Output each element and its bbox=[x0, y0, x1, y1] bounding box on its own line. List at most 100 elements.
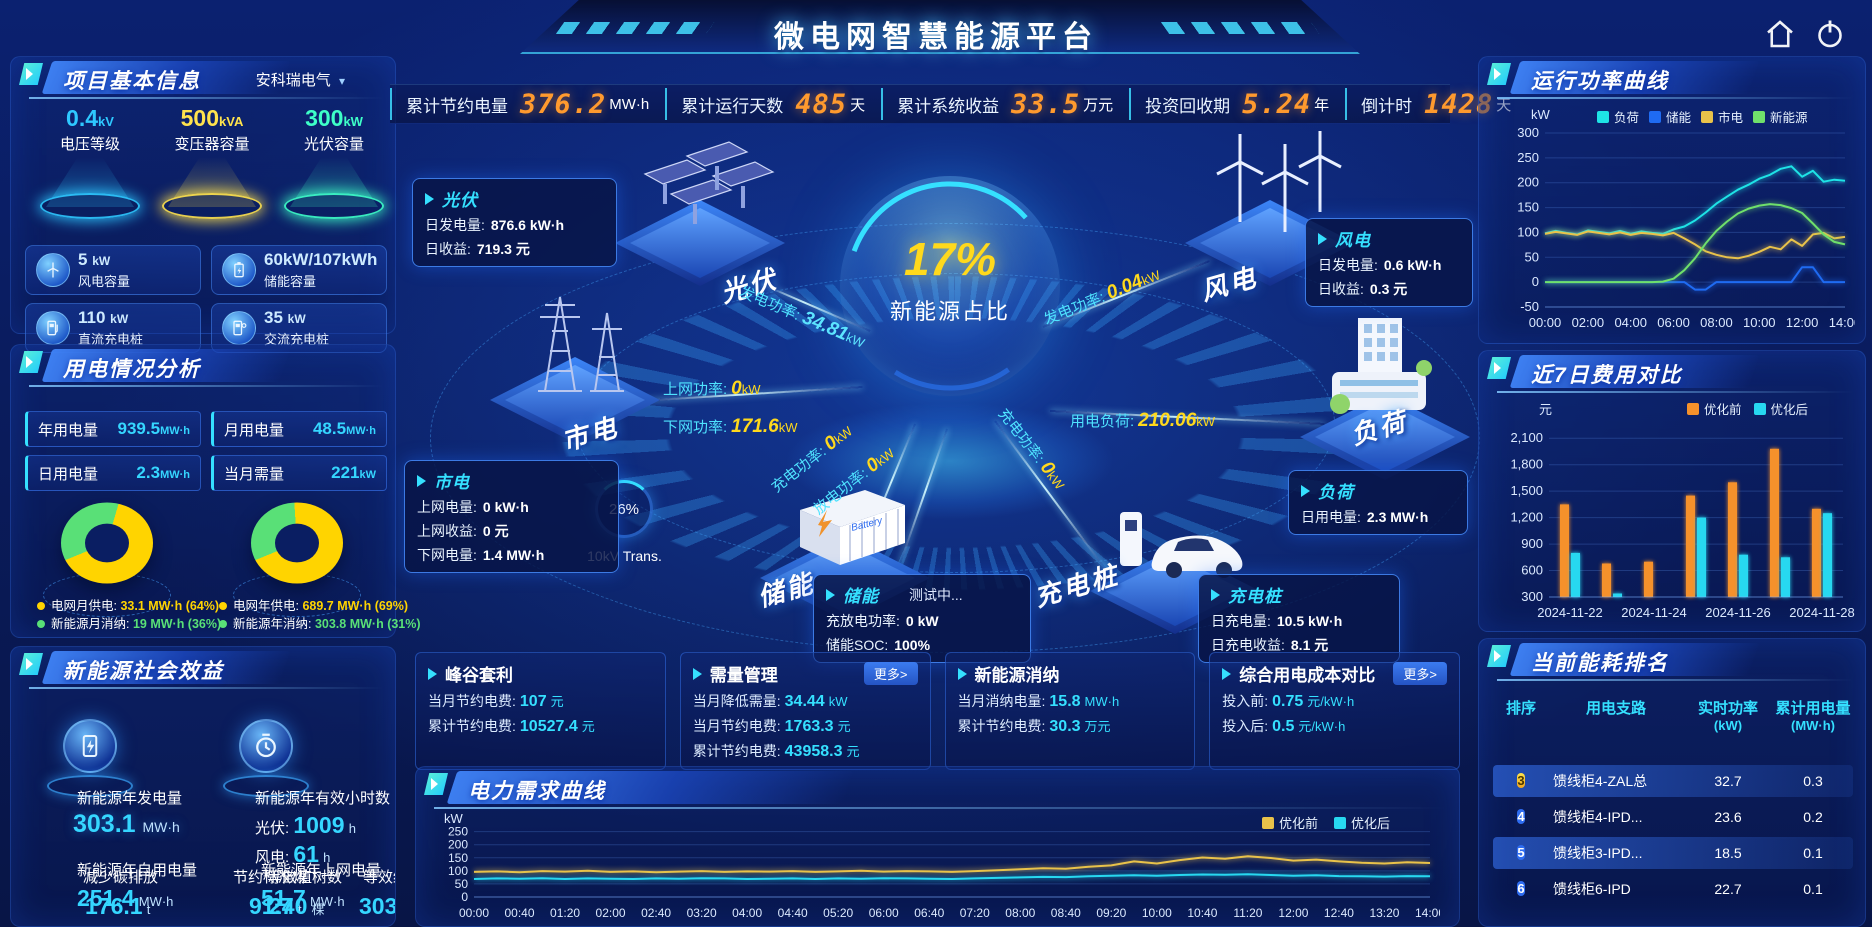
legend-item-优化后[interactable]: 优化后 bbox=[1753, 399, 1808, 418]
status-badge: 测试中... bbox=[909, 586, 963, 603]
more-button[interactable]: 更多> bbox=[863, 662, 918, 685]
usage-stat-value: 221kW bbox=[331, 463, 376, 482]
panel-title: 用电情况分析 bbox=[63, 358, 201, 381]
legend-item-市电[interactable]: 市电 bbox=[1701, 107, 1743, 126]
svg-text:100: 100 bbox=[1517, 224, 1539, 239]
svg-text:04:00: 04:00 bbox=[732, 906, 762, 920]
strategy-card-峰谷套利: 峰谷套利 当月节约电费: 107 元累计节约电费: 10527.4 元 bbox=[415, 652, 666, 770]
tooltip-pv: 光伏 日发电量: 876.6 kW·h 日收益: 719.3 元 bbox=[412, 178, 617, 267]
ev-charging-art bbox=[1120, 512, 1243, 578]
arrow-right-icon bbox=[1301, 484, 1310, 497]
spotlight-变压器容量: 500kVA 变压器容量 bbox=[151, 105, 273, 219]
legend-item-负荷[interactable]: 负荷 bbox=[1597, 107, 1639, 126]
kpi-label: 累计系统收益 bbox=[897, 96, 1000, 116]
renewable-percent: 17% bbox=[903, 233, 997, 285]
table-row[interactable]: 4 馈线柜4-IPD... 23.6 0.2 bbox=[1493, 801, 1853, 833]
table-row[interactable]: 6 馈线柜6-IPD 22.7 0.1 bbox=[1493, 873, 1853, 905]
arrow-right-icon bbox=[957, 667, 967, 680]
tooltip-line: 上网电量: 0 kW·h bbox=[417, 499, 529, 515]
spotlight-label: 电压等级 bbox=[59, 136, 120, 153]
svg-text:08:00: 08:00 bbox=[1700, 315, 1733, 330]
more-button[interactable]: 更多> bbox=[1393, 662, 1447, 685]
svg-text:600: 600 bbox=[1521, 563, 1543, 578]
capacity-label: 储能容量 bbox=[264, 274, 317, 289]
total-energy: 0.3 bbox=[1803, 773, 1823, 789]
panel-power-curve: 运行功率曲线 kW 负荷 储能 市电 新能源 300 250 200 150 100 50 0 -5… bbox=[1478, 56, 1866, 344]
arrow-right-icon bbox=[826, 588, 835, 601]
strategy-card-title: 新能源消纳 bbox=[974, 666, 1060, 685]
company-selector[interactable]: 安科瑞电气 ▾ bbox=[256, 69, 345, 90]
svg-text:2,100: 2,100 bbox=[1510, 430, 1543, 445]
legend-item-优化后[interactable]: 优化后 bbox=[1334, 813, 1390, 832]
strategy-card-row: 投入前: 0.75 元/kW·h bbox=[1222, 693, 1355, 710]
home-icon[interactable] bbox=[1762, 16, 1798, 52]
panel-project-info: 项目基本信息 安科瑞电气 ▾ 0.4kV 电压等级 500kVA 变压器容量 300kW… bbox=[10, 56, 396, 353]
orb-progress-arc bbox=[845, 181, 1055, 391]
strategy-card-title: 需量管理 bbox=[709, 666, 778, 685]
legend-item-储能[interactable]: 储能 bbox=[1649, 107, 1691, 126]
table-row[interactable]: 5 馈线柜3-IPD... 18.5 0.1 bbox=[1493, 837, 1853, 869]
power-icon[interactable] bbox=[1812, 16, 1848, 52]
usage-stat-日用电量: 日用电量 2.3MW·h bbox=[25, 455, 201, 491]
branch-name: 馈线柜4-ZAL总 bbox=[1553, 773, 1648, 789]
kpi-item-累计运行天数: 累计运行天数 485 天 bbox=[665, 88, 881, 120]
arrow-right-icon bbox=[428, 667, 437, 680]
rank-badge: 5 bbox=[1517, 845, 1525, 860]
battery-icon bbox=[222, 253, 256, 287]
svg-text:01:20: 01:20 bbox=[550, 906, 580, 920]
panel-header-underline bbox=[29, 385, 383, 387]
svg-text:10:40: 10:40 bbox=[1187, 906, 1217, 920]
benefit-hours-pv: 光伏: 1009 h bbox=[255, 812, 356, 838]
donut-legend-item: 电网年供电: 689.7 MW·h (69%) bbox=[219, 595, 408, 614]
kpi-value: 5.24 bbox=[1242, 88, 1312, 120]
capacity-value: 60kW/107kWh bbox=[264, 250, 378, 269]
panel-header-underline bbox=[434, 807, 1447, 809]
tooltip-header: 负荷 bbox=[1301, 478, 1455, 503]
panel-title: 项目基本信息 bbox=[63, 70, 201, 93]
microgrid-topology-diagram: 17% 新能源占比 bbox=[395, 118, 1481, 663]
panel-title: 当前能耗排名 bbox=[1531, 652, 1669, 675]
benefit-hours-wind: 风电: 61 h bbox=[255, 841, 331, 867]
donut-hole bbox=[85, 523, 129, 563]
kpi-unit: MW·h bbox=[609, 95, 650, 113]
rank-badge: 6 bbox=[1517, 881, 1525, 896]
strategy-card-row: 当月降低需量: 34.44 kW bbox=[692, 693, 848, 710]
svg-text:02:40: 02:40 bbox=[641, 906, 671, 920]
svg-text:09:20: 09:20 bbox=[1096, 906, 1126, 920]
icon-base-ring bbox=[47, 775, 133, 797]
benefit-trees-value: 240 棵 bbox=[269, 893, 325, 919]
panel-corner-icon bbox=[1487, 357, 1511, 379]
svg-text:14:00: 14:00 bbox=[1829, 315, 1855, 330]
strategy-card-row: 投入后: 0.5 元/kW·h bbox=[1222, 718, 1346, 735]
strategy-card-header: 综合用电成本对比 更多> bbox=[1222, 661, 1447, 686]
capacity-card-text: 35 kW 交流充电桩 bbox=[264, 308, 329, 348]
capacity-label: 风电容量 bbox=[78, 274, 131, 289]
ranking-header-cell: 用电支路 bbox=[1585, 700, 1646, 717]
strategy-card-row: 累计节约电费: 30.3 万元 bbox=[957, 718, 1111, 735]
panel-title: 近7日费用对比 bbox=[1531, 364, 1683, 387]
chevron-down-icon: ▾ bbox=[338, 74, 345, 88]
svg-text:12:00: 12:00 bbox=[1786, 315, 1819, 330]
tooltip-title: 负荷 bbox=[1318, 483, 1354, 502]
svg-text:03:20: 03:20 bbox=[687, 906, 717, 920]
kpi-label: 投资回收期 bbox=[1145, 96, 1231, 116]
donut-chart-month bbox=[61, 502, 153, 584]
kpi-item-累计节约电量: 累计节约电量 376.2 MW·h bbox=[390, 88, 665, 120]
panel-header-underline bbox=[1497, 97, 1853, 99]
legend-item-优化前[interactable]: 优化前 bbox=[1687, 399, 1742, 418]
svg-text:05:20: 05:20 bbox=[823, 906, 853, 920]
table-row[interactable]: 3 馈线柜4-ZAL总 32.7 0.3 bbox=[1493, 765, 1853, 797]
svg-text:300: 300 bbox=[1517, 125, 1539, 140]
svg-text:0: 0 bbox=[461, 890, 468, 904]
y-axis-unit: kW bbox=[444, 811, 463, 826]
donut-legend-item: 新能源年消纳: 303.8 MW·h (31%) bbox=[219, 613, 421, 632]
usage-stat-月用电量: 月用电量 48.5MW·h bbox=[211, 411, 387, 447]
spotlight-label: 变压器容量 bbox=[174, 136, 250, 153]
legend-item-优化前[interactable]: 优化前 bbox=[1262, 813, 1318, 832]
rank-badge: 4 bbox=[1517, 809, 1525, 824]
svg-text:150: 150 bbox=[1517, 200, 1539, 215]
strategy-card-row: 峰谷套利 当月节约电费: 107 元累计节约电费: 10527.4 元 需量管理 更多> 当月降… bbox=[415, 652, 1460, 770]
ranking-table-header: 排序 用电支路 实时功率 (kW) 累计用电量 (MW·h) bbox=[1493, 697, 1853, 733]
legend-item-新能源[interactable]: 新能源 bbox=[1753, 107, 1808, 126]
benefit-self-label: 新能源年自用电量 bbox=[77, 862, 198, 879]
